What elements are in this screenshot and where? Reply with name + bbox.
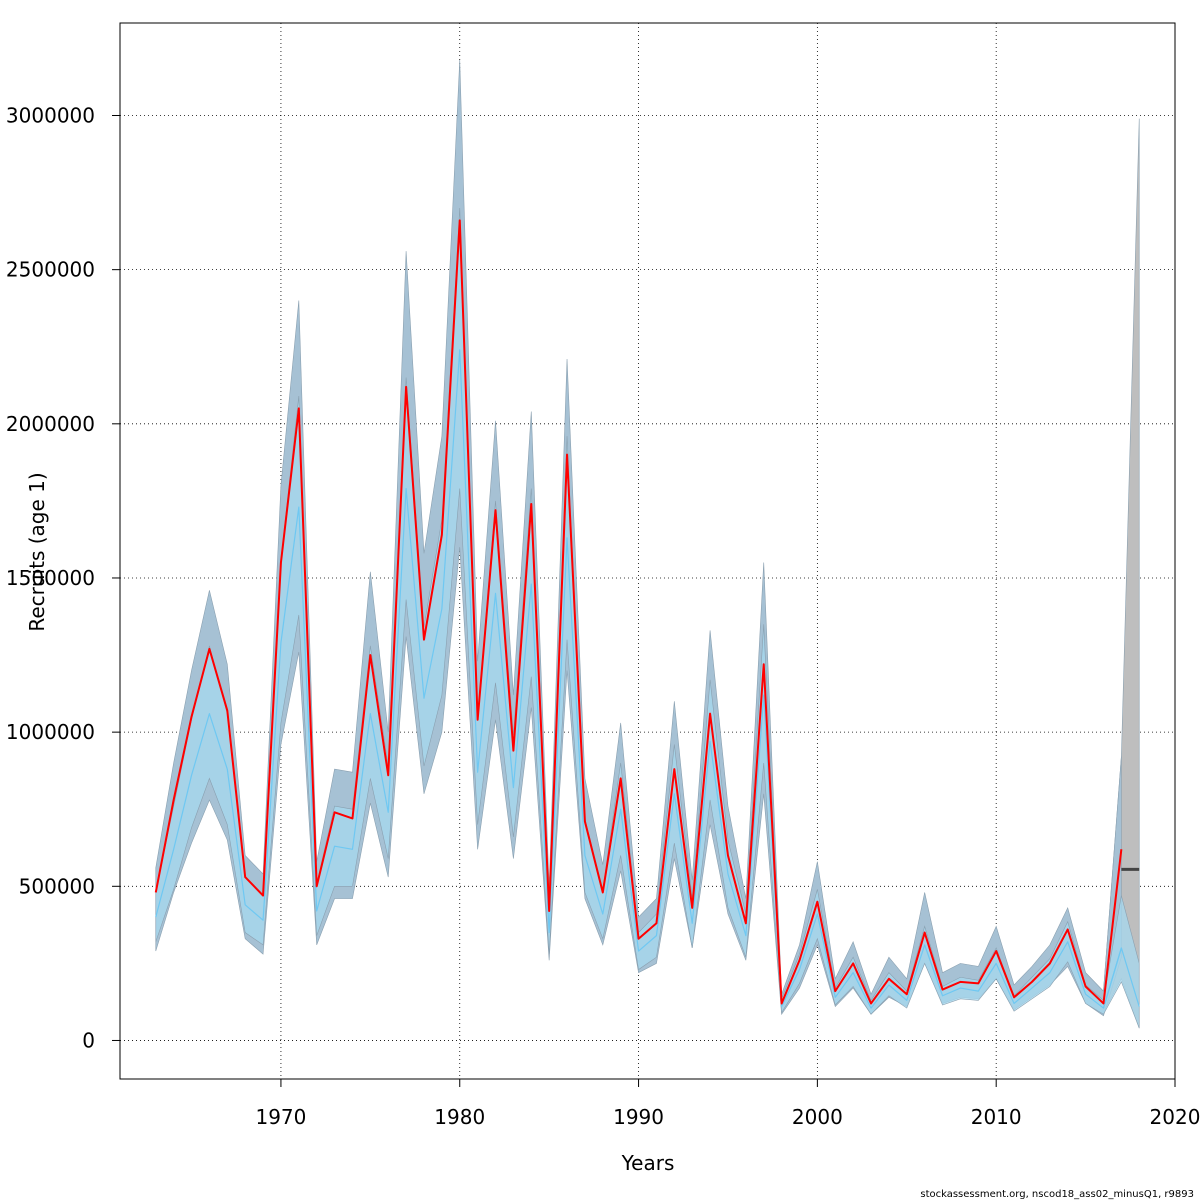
y-tick-label: 2500000 [6, 258, 95, 282]
current-estimate-line [154, 219, 1123, 1005]
series-lines [154, 219, 1140, 1009]
y-tick-label: 1500000 [6, 566, 95, 590]
footer-caption: stockassessment.org, nscod18_ass02_minus… [920, 1189, 1194, 1200]
y-tick-label: 1000000 [6, 720, 95, 744]
previous-terminal-line [1102, 947, 1140, 1009]
x-tick-label: 2010 [971, 1105, 1022, 1129]
y-axis: 0 500000 1000000 1500000 2000000 2500000 30000… [6, 103, 120, 1052]
y-axis-title: Recruits (age 1) [25, 472, 49, 631]
x-tick-label: 2000 [792, 1105, 843, 1129]
y-tick-label: 0 [82, 1028, 95, 1052]
previous-estimate-line [155, 349, 1122, 1009]
y-tick-label: 3000000 [6, 103, 95, 127]
x-tick-label: 2020 [1150, 1105, 1200, 1129]
y-tick-label: 2000000 [6, 412, 95, 436]
x-axis-title: Years [621, 1151, 675, 1175]
x-axis: 1970 1980 1990 2000 2010 2020 [255, 1079, 1200, 1129]
x-tick-label: 1970 [255, 1105, 306, 1129]
x-tick-label: 1990 [613, 1105, 664, 1129]
y-tick-label: 500000 [19, 874, 95, 898]
plot-frame [119, 22, 1176, 1080]
x-tick-label: 1980 [434, 1105, 485, 1129]
